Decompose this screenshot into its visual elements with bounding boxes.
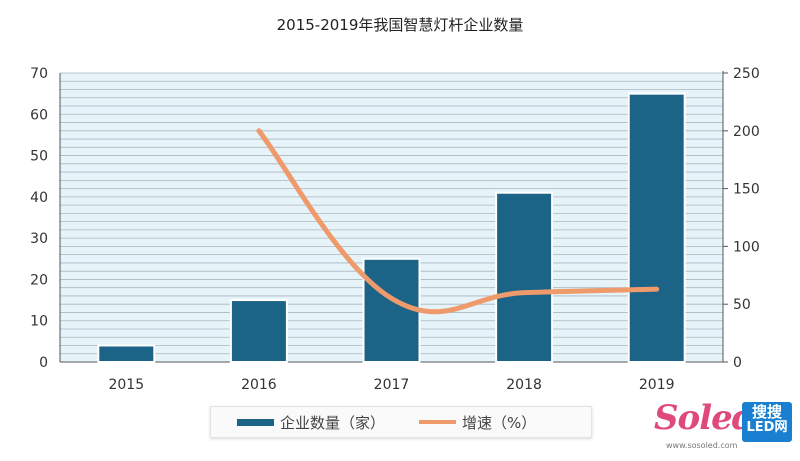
x-tick-label: 2017 [374, 377, 410, 393]
watermark-box-line1: 搜搜 [751, 403, 782, 421]
y-right-tick-label: 50 [733, 297, 751, 313]
bar-series [97, 92, 686, 364]
x-tick-label: 2018 [506, 377, 542, 393]
y-left-tick-label: 0 [39, 355, 48, 371]
series-line [256, 128, 660, 315]
watermark-box-line2: LED网 [746, 419, 788, 435]
y-left-tick-label: 10 [30, 314, 48, 330]
legend-label-bar: 企业数量（家） [280, 413, 386, 432]
watermark-logo: Soled 搜搜 LED网 www.sosoled.com [654, 398, 796, 458]
y-left-tick-label: 30 [30, 231, 48, 247]
bar [229, 299, 288, 364]
y-right-tick-label: 200 [733, 124, 760, 140]
tick-labels: 0 10 20 30 40 50 60 70 0 50 100 150 200 250 2015 2016 20… [30, 66, 760, 393]
x-tick-label: 2016 [241, 377, 277, 393]
legend-swatch-line [419, 420, 457, 424]
y-left-tick-label: 40 [30, 190, 48, 206]
watermark-box: 搜搜 LED网 [742, 402, 792, 442]
line-series [256, 128, 660, 315]
y-right-tick-label: 0 [733, 355, 742, 371]
bar [495, 191, 554, 363]
x-tick-label: 2019 [639, 377, 675, 393]
legend-item-line: 增速（%） [419, 412, 536, 433]
x-tick-label: 2015 [108, 377, 144, 393]
y-right-tick-label: 100 [733, 239, 760, 255]
y-right-tick-label: 250 [733, 66, 760, 82]
watermark-brand: Soled [654, 398, 756, 438]
bar [627, 92, 686, 364]
bar [97, 344, 156, 364]
legend-swatch-bar [237, 418, 274, 426]
y-left-tick-label: 60 [30, 107, 48, 123]
chart-title: 2015-2019年我国智慧灯杆企业数量 [276, 16, 524, 34]
legend-label-line: 增速（%） [462, 413, 537, 432]
watermark-url: www.sosoled.com [666, 441, 738, 450]
y-left-tick-label: 50 [30, 149, 48, 165]
legend-item-bar: 企业数量（家） [237, 412, 385, 433]
bar [362, 257, 421, 363]
y-left-tick-label: 20 [30, 272, 48, 288]
legend: 企业数量（家） 增速（%） [210, 406, 592, 438]
y-left-tick-label: 70 [30, 66, 48, 82]
y-right-tick-label: 150 [733, 182, 760, 198]
